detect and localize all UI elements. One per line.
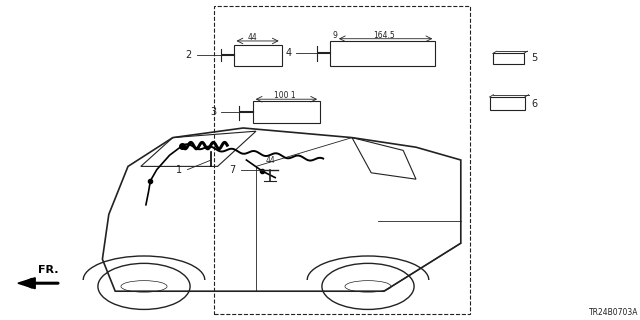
Bar bbox=[253, 101, 320, 123]
Text: 5: 5 bbox=[531, 52, 538, 63]
Polygon shape bbox=[18, 278, 35, 289]
Text: 6: 6 bbox=[531, 99, 538, 109]
Bar bbox=[234, 45, 282, 66]
Text: 9: 9 bbox=[332, 31, 337, 40]
Text: TR24B0703A: TR24B0703A bbox=[589, 308, 639, 317]
Text: 1: 1 bbox=[176, 164, 182, 175]
Text: 44: 44 bbox=[265, 156, 275, 165]
Text: FR.: FR. bbox=[38, 265, 58, 275]
Text: 2: 2 bbox=[186, 50, 192, 60]
Text: 44: 44 bbox=[248, 33, 258, 42]
Text: 7: 7 bbox=[229, 164, 236, 175]
Bar bbox=[214, 6, 470, 314]
Text: 4: 4 bbox=[285, 48, 291, 58]
Bar bbox=[490, 97, 525, 110]
Bar bbox=[493, 53, 524, 64]
Text: 100 1: 100 1 bbox=[274, 91, 296, 100]
Bar bbox=[330, 41, 435, 66]
Text: 164.5: 164.5 bbox=[373, 31, 395, 40]
Text: 3: 3 bbox=[210, 107, 216, 117]
